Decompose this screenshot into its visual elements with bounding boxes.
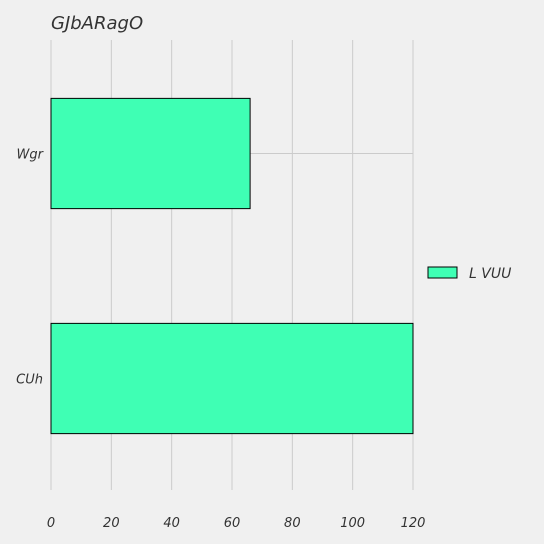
x-tick-label-1: 20 [103,516,120,531]
chart-title: GJbARagO [51,13,143,34]
x-tick-label-0: 0 [47,516,55,531]
legend-label-l-vuu: L VUU [469,266,511,282]
legend-swatch-l-vuu [427,266,458,279]
bar-cuh [50,322,414,435]
x-tick-label-4: 80 [284,516,301,531]
x-tick-label-6: 120 [401,516,426,531]
y-tick-label-cuh: CUh [16,373,43,388]
y-tick-label-wgr: Wgr [17,148,45,163]
x-tick-label-2: 40 [163,516,180,531]
x-tick-labels: 0 20 40 60 80 100 120 [47,516,426,531]
bars [50,97,414,435]
x-tick-label-3: 60 [224,516,241,531]
bar-wgr [50,97,251,210]
y-tick-labels: Wgr CUh [16,148,44,388]
x-tick-label-5: 100 [340,516,365,531]
legend: L VUU [427,266,511,282]
